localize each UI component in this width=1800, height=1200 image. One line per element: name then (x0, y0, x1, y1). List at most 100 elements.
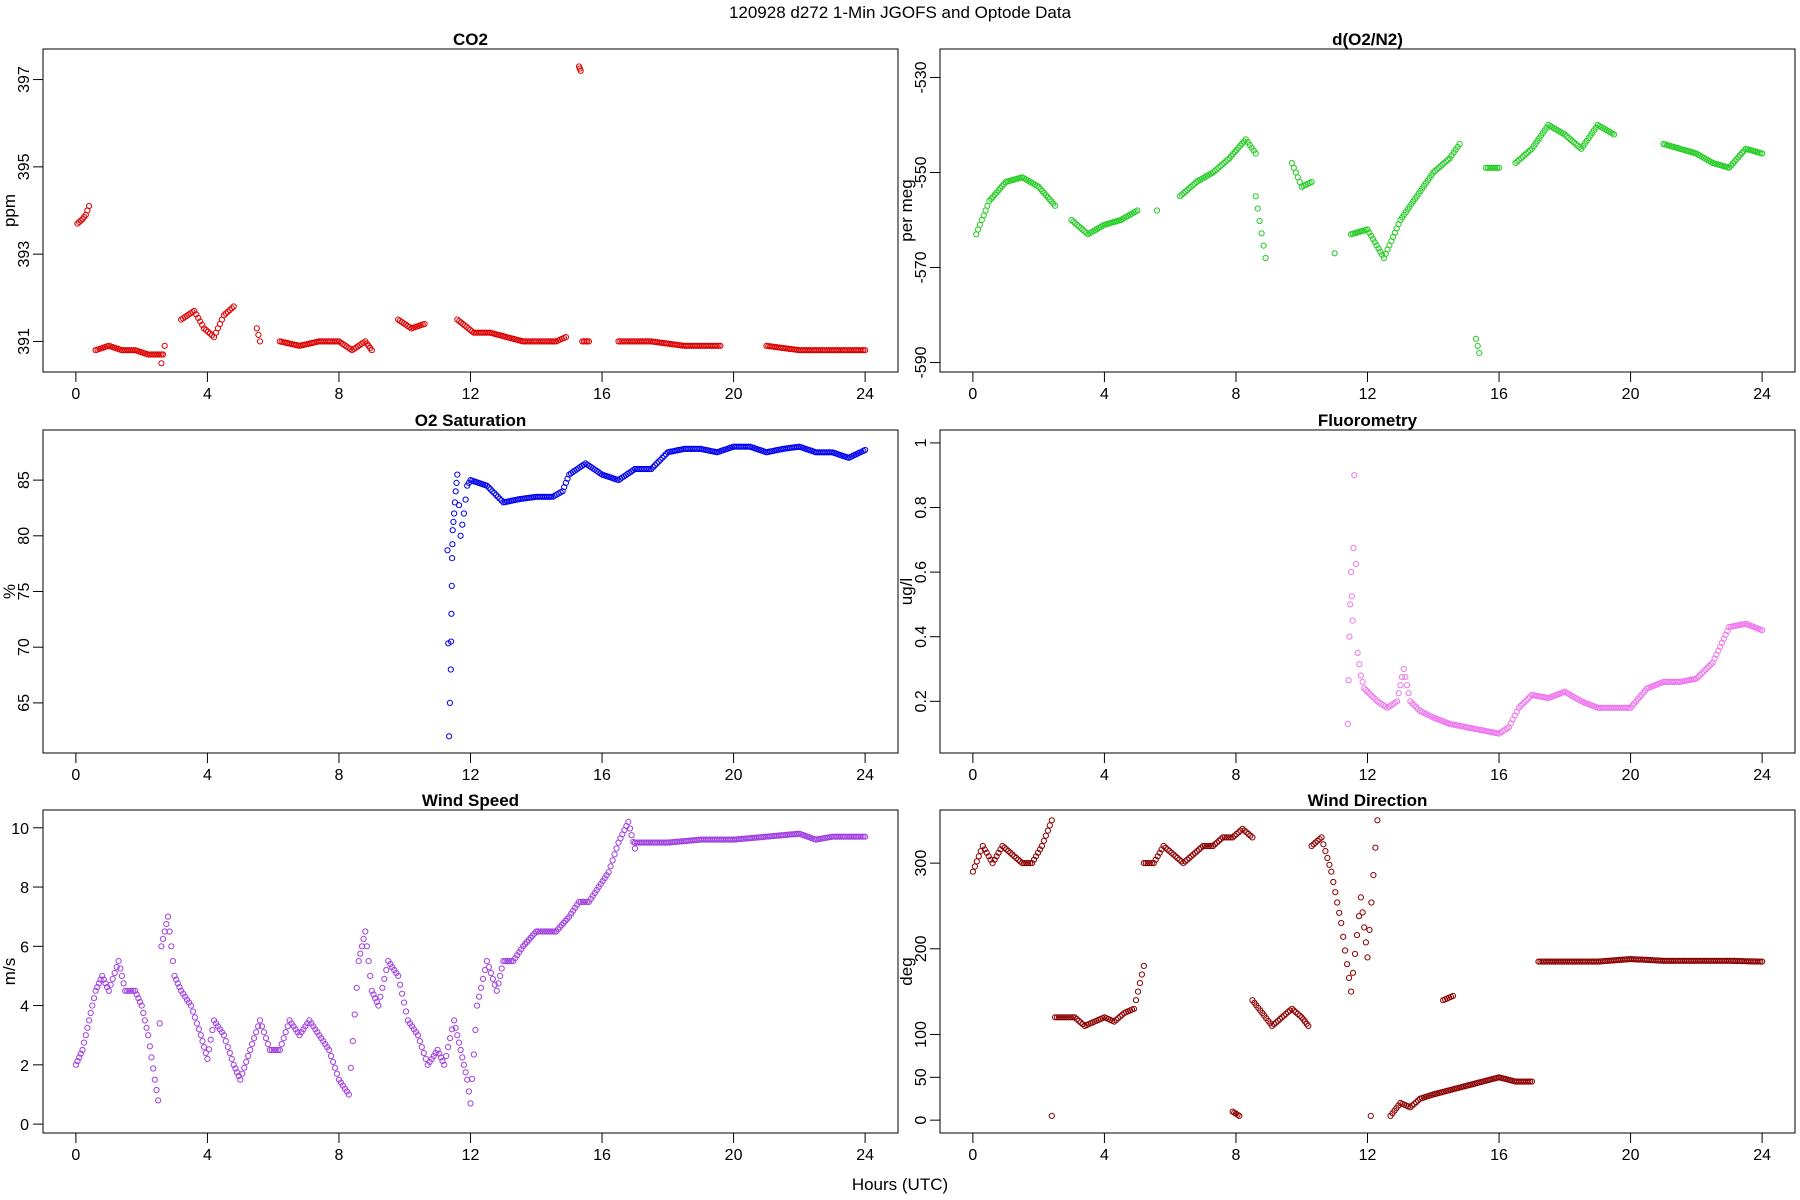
plot-frame (939, 809, 1796, 1134)
data-point (1168, 849, 1175, 856)
data-point (1346, 633, 1353, 640)
data-point (1182, 188, 1189, 195)
data-point (416, 1038, 423, 1045)
data-point (124, 987, 131, 994)
data-point (153, 1086, 160, 1094)
data-point (862, 347, 869, 354)
y-axis-label: deg (897, 957, 916, 985)
data-point (661, 452, 668, 460)
data-point (1048, 1112, 1055, 1120)
data-point (276, 1046, 283, 1054)
x-tick-label: 8 (335, 1147, 344, 1164)
data-point (201, 1044, 208, 1051)
data-point (1148, 860, 1155, 867)
data-point (1430, 169, 1437, 176)
data-point (1495, 164, 1503, 171)
data-point (483, 482, 490, 489)
data-point (1357, 894, 1365, 901)
x-tick-label: 20 (725, 767, 743, 784)
x-tick-label: 20 (1622, 386, 1640, 403)
data-point (209, 1026, 216, 1034)
data-point (500, 958, 507, 965)
data-point (1370, 694, 1377, 701)
data-point (1068, 216, 1075, 224)
data-point (493, 491, 500, 499)
data-point (551, 338, 558, 345)
data-point (481, 966, 489, 974)
y-tick-label: 0.4 (913, 626, 930, 648)
data-point (360, 935, 367, 943)
data-point (1486, 164, 1493, 171)
data-point (85, 1017, 93, 1024)
data-point (1411, 702, 1418, 709)
data-point (485, 964, 492, 971)
data-point (228, 305, 235, 312)
data-point (1696, 672, 1704, 679)
x-tick-label: 0 (71, 767, 80, 784)
data-point (1377, 248, 1384, 255)
data-point (1357, 672, 1365, 679)
data-point (1144, 860, 1151, 867)
data-point (448, 638, 455, 645)
data-point (1215, 164, 1222, 171)
data-point (1527, 1078, 1534, 1085)
x-tick-label: 12 (462, 386, 480, 403)
data-point (1222, 158, 1229, 165)
data-point (539, 928, 546, 935)
data-point (991, 856, 998, 863)
data-point (650, 464, 657, 471)
data-point (973, 858, 980, 865)
data-point (1338, 920, 1345, 927)
x-tick-label: 24 (1753, 386, 1771, 403)
data-point (383, 966, 390, 974)
data-point (1364, 226, 1371, 233)
data-point (1075, 1017, 1082, 1024)
x-tick-label: 12 (462, 1147, 480, 1164)
data-point (1569, 137, 1576, 144)
y-tick-label: 85 (16, 471, 33, 489)
data-point (1514, 158, 1521, 165)
x-tick-label: 0 (968, 1147, 977, 1164)
data-point (1413, 1099, 1420, 1106)
data-point (1517, 702, 1524, 710)
data-point (1757, 958, 1764, 965)
data-point (464, 1076, 471, 1083)
data-point (189, 1008, 197, 1015)
data-point (715, 342, 722, 349)
data-point (446, 733, 453, 740)
data-point (1439, 161, 1446, 168)
data-point (97, 976, 104, 983)
x-tick-label: 12 (1359, 767, 1377, 784)
data-point (491, 490, 498, 497)
data-point (997, 846, 1004, 853)
data-point (1441, 159, 1448, 167)
data-point (1373, 242, 1380, 249)
data-point (368, 987, 375, 994)
chart-panel-4: Fluorometry ug/l 0 4 8 12 16 20 24 0.2 0.4 0.6 0.8 1 (897, 411, 1796, 784)
data-point (494, 493, 501, 500)
y-tick-label: 0 (913, 1116, 930, 1125)
data-point (105, 987, 112, 994)
data-point (1207, 842, 1215, 850)
data-point (1057, 1014, 1065, 1021)
x-tick-label: 16 (593, 767, 611, 784)
x-tick-label: 24 (856, 767, 874, 784)
data-point (351, 1011, 358, 1018)
data-point (1213, 839, 1221, 846)
data-point (1349, 969, 1357, 976)
data-point (1023, 860, 1030, 867)
data-point (1059, 1014, 1067, 1021)
data-point (1336, 909, 1343, 916)
x-tick-label: 4 (203, 386, 212, 403)
series-points (1344, 472, 1766, 737)
y-tick-label: 393 (16, 241, 33, 268)
data-point (1698, 670, 1705, 677)
data-point (1186, 854, 1193, 862)
data-point (449, 541, 456, 548)
data-point (1611, 131, 1618, 138)
data-point (454, 471, 461, 478)
data-point (1702, 666, 1709, 673)
data-point (373, 998, 380, 1006)
data-point (1759, 958, 1766, 965)
data-point (1067, 1014, 1075, 1021)
